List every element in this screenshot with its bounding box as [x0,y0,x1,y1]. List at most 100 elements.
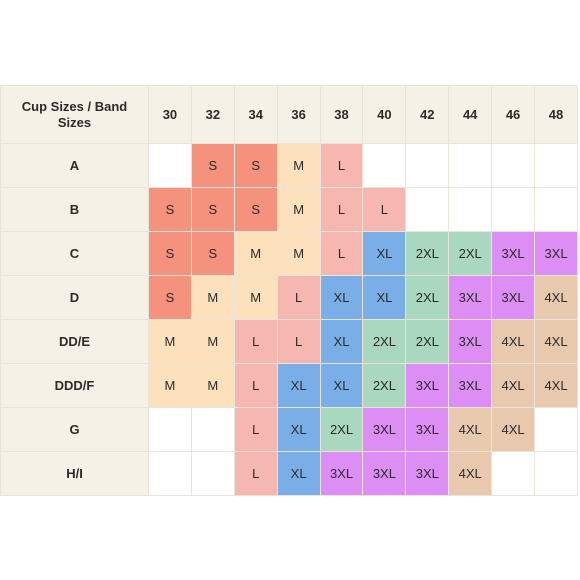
size-cell: 4XL [534,275,578,320]
size-cell [448,143,493,188]
size-cell: 3XL [405,363,450,408]
size-cell: M [276,143,321,188]
size-cell: M [148,363,192,408]
table-row: H/I L XL 3XL 3XL 3XL 4XL [0,451,578,496]
size-cell: 2XL [362,363,407,408]
size-cell: S [148,187,192,232]
cup-label: DD/E [0,319,149,364]
size-cell: S [190,231,235,276]
size-cell: XL [319,363,364,408]
size-cell: 2XL [405,319,450,364]
band-header-42: 42 [405,85,450,144]
size-cell: 3XL [362,407,407,452]
size-cell: L [233,451,278,496]
size-cell: M [233,231,278,276]
size-cell: XL [319,319,364,364]
band-header-40: 40 [362,85,407,144]
size-cell: XL [276,363,321,408]
band-header-48: 48 [534,85,578,144]
size-cell: M [276,231,321,276]
size-cell: 4XL [534,363,578,408]
size-cell: L [233,319,278,364]
size-cell: 4XL [534,319,578,364]
size-cell: 3XL [491,275,536,320]
size-cell: 3XL [319,451,364,496]
band-header-34: 34 [233,85,278,144]
size-cell [534,187,578,232]
size-cell [534,407,578,452]
size-cell [534,143,578,188]
size-cell: S [148,231,192,276]
size-cell [405,187,450,232]
band-header-46: 46 [491,85,536,144]
size-cell: S [233,187,278,232]
size-cell: L [233,407,278,452]
size-chart-table: Cup Sizes / Band Sizes 30 32 34 36 38 40 42 44 4… [0,85,578,496]
table-row: DDD/F M M L XL XL 2XL 3XL 3XL 4XL 4XL [0,363,578,408]
table-body: A S S M L B S S S M L L C S S M M L XL 2XL 2XL 3XL 3XL D S M M L XL X… [0,143,578,496]
band-header-38: 38 [319,85,364,144]
size-cell: M [190,319,235,364]
size-cell: XL [319,275,364,320]
size-cell: XL [276,407,321,452]
size-cell: L [362,187,407,232]
size-cell [148,143,192,188]
size-cell: L [319,231,364,276]
size-cell: 3XL [491,231,536,276]
size-cell: XL [362,231,407,276]
size-cell: 3XL [534,231,578,276]
table-row: D S M M L XL XL 2XL 3XL 3XL 4XL [0,275,578,320]
table-row: G L XL 2XL 3XL 3XL 4XL 4XL [0,407,578,452]
size-cell: 3XL [448,363,493,408]
corner-header: Cup Sizes / Band Sizes [0,85,149,144]
size-cell: 4XL [491,319,536,364]
size-cell: 4XL [491,363,536,408]
size-cell: 3XL [448,319,493,364]
size-cell: 3XL [405,451,450,496]
size-cell [534,451,578,496]
size-cell [491,451,536,496]
size-cell: S [190,143,235,188]
band-header-30: 30 [148,85,192,144]
size-cell: 2XL [362,319,407,364]
header-row: Cup Sizes / Band Sizes 30 32 34 36 38 40 42 44 4… [0,85,578,144]
size-cell: L [276,275,321,320]
size-chart: Cup Sizes / Band Sizes 30 32 34 36 38 40 42 44 4… [0,85,580,496]
size-cell: 4XL [448,407,493,452]
size-cell: 4XL [448,451,493,496]
size-cell: L [319,187,364,232]
cup-label: H/I [0,451,149,496]
size-cell: 2XL [405,275,450,320]
size-cell: S [233,143,278,188]
cup-label: DDD/F [0,363,149,408]
table-row: DD/E M M L L XL 2XL 2XL 3XL 4XL 4XL [0,319,578,364]
size-cell [491,187,536,232]
cup-label: C [0,231,149,276]
size-cell: XL [276,451,321,496]
size-cell: L [319,143,364,188]
size-cell: M [233,275,278,320]
size-cell: M [190,363,235,408]
size-cell: M [190,275,235,320]
size-cell [448,187,493,232]
band-header-36: 36 [276,85,321,144]
size-cell [405,143,450,188]
size-cell [362,143,407,188]
size-cell [148,407,192,452]
size-cell: M [276,187,321,232]
size-cell: 2XL [405,231,450,276]
size-cell: S [148,275,192,320]
size-cell [148,451,192,496]
size-cell: L [276,319,321,364]
size-cell: 2XL [319,407,364,452]
size-cell: 4XL [491,407,536,452]
cup-label: A [0,143,149,188]
size-cell [491,143,536,188]
size-cell: 3XL [448,275,493,320]
cup-label: B [0,187,149,232]
band-header-44: 44 [448,85,493,144]
size-cell: 3XL [405,407,450,452]
size-cell: XL [362,275,407,320]
